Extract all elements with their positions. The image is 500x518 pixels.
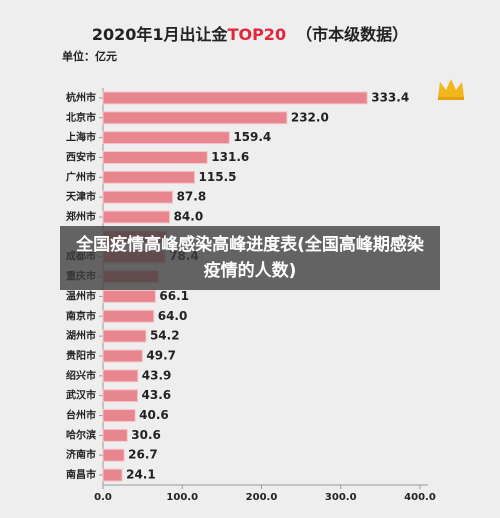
value-label: 30.6: [131, 428, 161, 442]
y-tick-label: 哈尔滨: [66, 428, 96, 441]
x-tick-label: 400.0: [404, 492, 436, 503]
bar: [102, 131, 230, 145]
value-label: 40.6: [139, 408, 169, 422]
bar: [102, 468, 123, 482]
value-label: 66.1: [159, 289, 189, 303]
bar: [102, 111, 288, 125]
bar: [102, 190, 174, 204]
title-main: 2020年1月出让金: [92, 25, 229, 44]
value-label: 24.1: [126, 468, 156, 482]
title-highlight: TOP20: [228, 25, 287, 44]
value-label: 54.2: [150, 329, 180, 343]
y-tick-label: 西安市: [66, 150, 96, 163]
subtitle: （市本级数据）: [296, 25, 408, 44]
y-tick-label: 上海市: [66, 131, 96, 144]
y-tick-label: 武汉市: [66, 389, 96, 402]
crown-icon: [438, 79, 464, 100]
value-label: 87.8: [177, 190, 207, 204]
x-tick-label: 100.0: [166, 492, 198, 503]
bar: [102, 428, 128, 442]
y-tick-label: 南昌市: [66, 468, 96, 481]
x-tick-label: 300.0: [325, 492, 357, 503]
y-tick-label: 广州市: [66, 170, 96, 183]
y-tick-label: 郑州市: [66, 210, 96, 223]
bar: [102, 349, 143, 363]
bar: [102, 409, 136, 422]
unit-label: 单位：亿元: [62, 49, 117, 63]
bar: [102, 170, 196, 184]
value-label: 49.7: [146, 348, 176, 362]
overlay-caption: 全国疫情高峰感染高峰进度表(全国高峰期感染疫情的人数): [60, 226, 440, 290]
x-tick-label: 200.0: [246, 492, 278, 503]
x-tick-label: 0.0: [94, 492, 112, 503]
value-label: 43.6: [142, 388, 172, 402]
chart-title: 2020年1月出让金TOP20 （市本级数据）: [92, 25, 408, 44]
value-label: 131.6: [211, 150, 249, 164]
value-label: 115.5: [199, 170, 237, 184]
value-label: 333.4: [371, 90, 409, 104]
bar: [102, 151, 208, 164]
y-tick-label: 绍兴市: [66, 369, 96, 382]
bar: [102, 369, 139, 383]
y-tick-label: 湖州市: [66, 329, 96, 342]
y-tick-label: 南京市: [66, 309, 96, 322]
bar: [102, 389, 139, 403]
value-label: 232.0: [291, 110, 329, 124]
y-tick-label: 温州市: [66, 289, 96, 302]
bar: [102, 91, 368, 105]
y-tick-label: 杭州市: [66, 91, 96, 104]
bar: [102, 210, 171, 224]
value-label: 26.7: [128, 448, 158, 462]
bar: [102, 289, 156, 303]
y-tick-label: 贵阳市: [66, 349, 96, 362]
bar: [102, 309, 155, 323]
value-label: 84.0: [174, 210, 204, 224]
bar: [102, 329, 147, 343]
value-label: 43.9: [142, 368, 172, 382]
bar: [102, 448, 125, 462]
y-tick-label: 天津市: [66, 190, 96, 203]
y-tick-label: 台州市: [66, 409, 96, 422]
y-tick-label: 北京市: [66, 111, 96, 124]
value-label: 64.0: [158, 309, 188, 323]
value-label: 159.4: [233, 130, 271, 144]
y-tick-label: 济南市: [66, 448, 96, 461]
